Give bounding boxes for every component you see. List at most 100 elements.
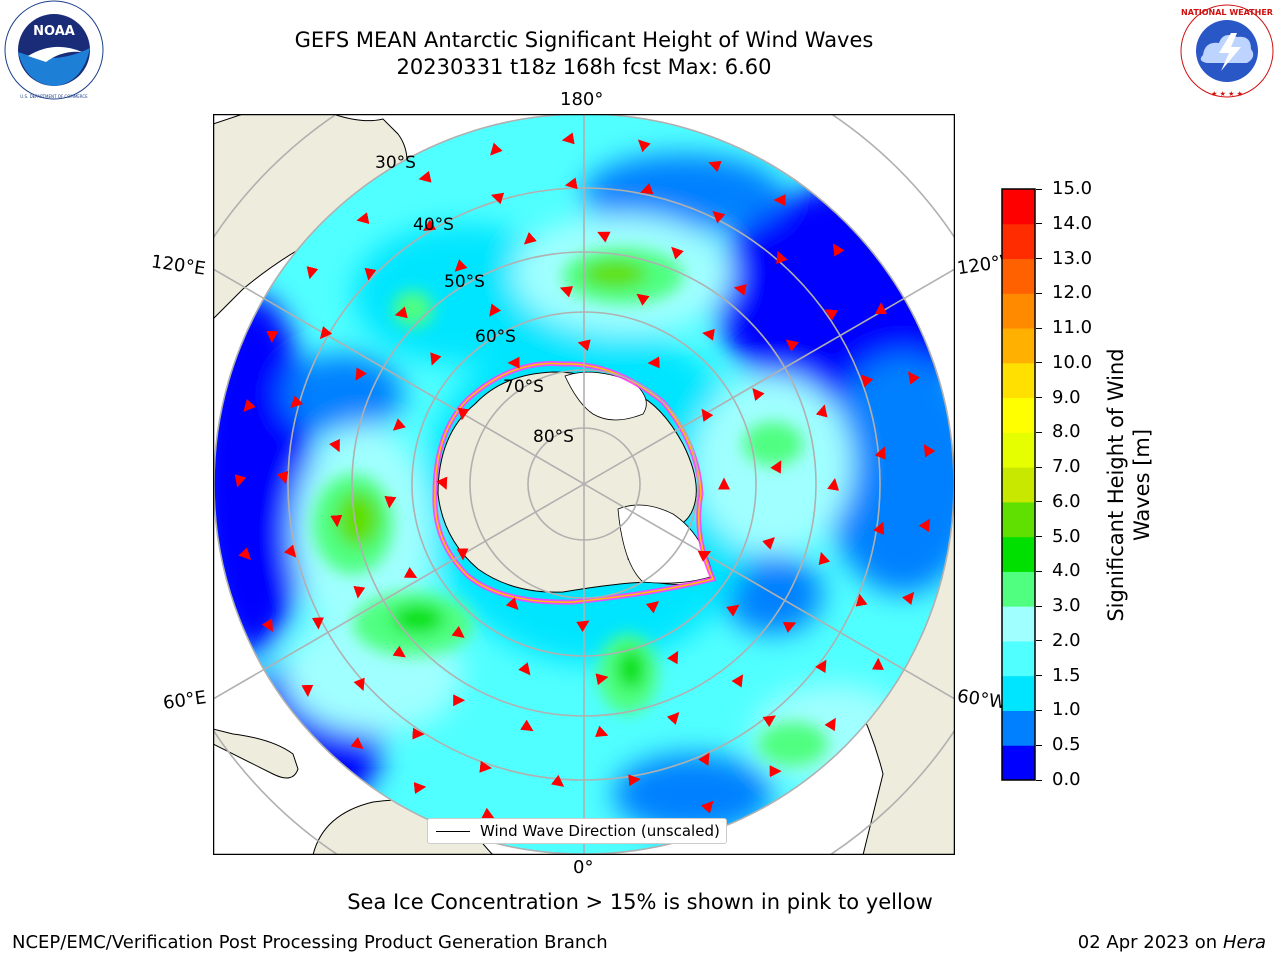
wind-arrow [762,537,775,550]
wind-arrow [628,774,641,787]
wind-arrow [350,736,364,750]
wind-arrow [392,645,406,658]
colorbar-swatch [1002,397,1035,433]
colorbar-swatch [1002,293,1035,329]
wind-arrow [306,266,319,280]
wind-arrow [700,800,714,814]
colorbar-swatch [1002,710,1035,746]
wind-arrow [832,243,845,257]
wind-arrows [234,132,936,833]
plot-title: GEFS MEAN Antarctic Significant Height o… [294,28,874,52]
wind-arrow [873,521,885,536]
colorbar-tick-label: 9.0 [1052,386,1081,408]
lat-label: 30°S [375,153,416,173]
wind-arrow [551,774,565,787]
colorbar-swatch [1002,432,1035,468]
wind-arrow [457,407,470,421]
wind-arrow [824,309,839,321]
colorbar-tick-label: 4.0 [1052,560,1081,582]
lon-label-top: 180° [560,89,604,110]
wind-arrow [353,677,365,691]
wind-arrow [364,267,377,281]
colorbar-tick-mark [1036,779,1042,781]
wind-arrow [901,591,915,605]
sea-ice-edge-inner [434,362,715,603]
wind-arrow [770,460,782,474]
latitude-labels: 30°S 40°S 50°S 60°S 70°S 80°S [375,153,574,447]
lon-label-60w: 60°W [955,685,1006,714]
colorbar-tick-label: 6.0 [1052,490,1081,512]
wind-arrow [564,177,578,190]
colorbar-tick-mark [1036,640,1042,642]
wind-arrow [403,567,418,579]
colorbar-tick-mark [1036,570,1042,572]
lon-label-bottom: 0° [573,857,594,878]
footer-date: 02 Apr 2023 on Hera [1077,932,1266,953]
colorbar-tick-mark [1036,223,1042,225]
lon-label-120e: 120°E [149,251,207,280]
colorbar-tick-label: 2.0 [1052,629,1081,651]
wind-arrow [234,474,247,488]
wind-arrow [243,398,256,412]
wind-arrow [481,807,495,819]
lat-label: 80°S [533,427,574,447]
wind-arrow [708,160,722,173]
wind-arrow [595,673,609,686]
ross-ice-shelf [564,371,647,421]
colorbar-tick-mark [1036,501,1042,503]
colorbar-tick-label: 8.0 [1052,421,1081,443]
wind-arrow [384,495,397,509]
wind-arrow [490,142,503,156]
wind-arrow [290,395,304,408]
wind-arrow [489,303,502,317]
colorbar-label: Significant Height of Wind Waves [m] [1104,348,1154,622]
colorbar-tick-label: 1.0 [1052,699,1081,721]
wind-arrow [523,232,537,245]
wind-arrow [824,717,836,732]
colorbar-tick-label: 7.0 [1052,456,1081,478]
colorbar-tick-mark [1036,605,1042,607]
wind-arrow [283,544,297,558]
colorbar-tick-label: 1.5 [1052,664,1081,686]
wind-arrow [815,659,827,674]
colorbar-swatch [1002,640,1035,677]
wind-arrow [818,551,831,566]
colorbar-swatch [1002,571,1035,607]
lon-label-120w: 120°W [955,251,1006,280]
wind-arrow [855,593,868,607]
colorbar-swatch [1002,606,1035,642]
wind-arrow [355,367,367,381]
wind-arrow [392,418,406,431]
wind-arrow [827,478,840,491]
footer-branch: NCEP/EMC/Verification Post Processing Pr… [12,932,608,953]
wind-arrow [762,715,776,728]
colorbar-tick-mark [1036,397,1042,399]
wind-arrow [430,352,442,366]
lat-label: 70°S [503,377,544,397]
svg-text:NATIONAL WEATHER: NATIONAL WEATHER [1181,8,1273,17]
map-legend: Wind Wave Direction (unscaled) [427,818,727,844]
wind-arrow [702,328,715,341]
wind-arrow [577,339,591,352]
colorbar-tick-label: 0.0 [1052,769,1081,790]
wind-arrow [918,518,931,532]
wind-arrow [238,547,251,561]
wind-arrow [640,183,654,195]
colorbar-tick-mark [1036,744,1042,746]
colorbar-swatch [1002,189,1035,225]
wind-arrow [647,356,660,369]
wind-arrow [752,387,765,402]
wind-arrow [636,293,650,306]
wind-arrow [726,604,740,617]
legend-label: Wind Wave Direction (unscaled) [480,822,720,840]
wind-arrow [697,551,712,562]
wind-arrow [418,170,432,183]
wind-arrow [637,139,651,153]
wind-arrow [815,404,828,418]
wind-arrow [576,620,590,633]
colorbar-tick-mark [1036,258,1042,260]
wind-arrow [712,210,726,224]
wind-arrow [353,585,366,599]
colorbar-tick-label: 11.0 [1052,317,1093,339]
wind-arrow [422,219,437,231]
